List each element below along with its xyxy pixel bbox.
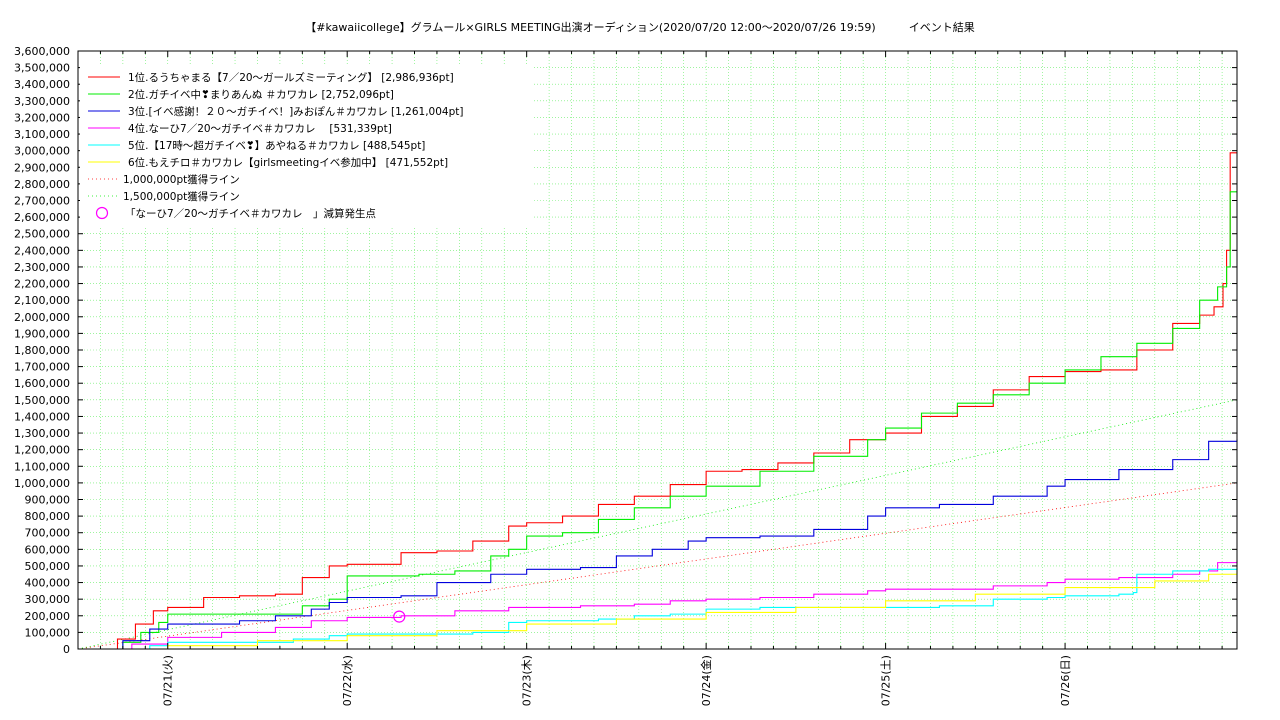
legend-label: 1位.るうちゃまる【7／20〜ガールズミーティング】 [2,986,936pt] — [128, 71, 454, 84]
y-tick-label: 2,700,000 — [14, 195, 70, 208]
x-tick-label: 07/26(日) — [1059, 655, 1072, 706]
legend-label: 1,000,000pt獲得ライン — [123, 173, 240, 186]
x-tick-label: 07/24(金) — [699, 655, 713, 706]
y-tick-label: 600,000 — [25, 543, 71, 556]
y-tick-label: 800,000 — [25, 510, 71, 523]
legend-marker — [95, 206, 109, 220]
y-tick-label: 2,200,000 — [14, 278, 70, 291]
y-tick-label: 2,100,000 — [14, 294, 70, 307]
series-line-5 — [78, 567, 1238, 650]
y-tick-label: 1,400,000 — [14, 410, 70, 423]
y-tick-label: 1,600,000 — [14, 377, 70, 390]
series-lines — [78, 152, 1238, 650]
y-tick-label: 3,100,000 — [14, 128, 70, 141]
axes: 0 100,000 200,000 300,000 400,000 500,000 600,… — [14, 45, 1237, 706]
y-tick-label: 100,000 — [25, 626, 71, 639]
legend-label: 3位.[イベ感謝！２０〜ガチイベ！]みおぽん＃カワカレ [1,261,004pt… — [128, 105, 463, 118]
y-tick-label: 1,100,000 — [14, 460, 70, 473]
y-tick-label: 3,400,000 — [14, 78, 70, 91]
y-tick-label: 2,800,000 — [14, 178, 70, 191]
series-line-6 — [78, 570, 1238, 650]
legend-box — [80, 64, 532, 227]
x-tick-label: 07/23(木) — [521, 655, 534, 706]
y-tick-label: 2,400,000 — [14, 244, 70, 257]
annotation-marker — [393, 610, 406, 623]
y-tick-label: 1,300,000 — [14, 427, 70, 440]
legend-label: 6位.もえチロ＃カワカレ【girlsmeetingイベ参加中】 [471,552… — [128, 156, 448, 169]
y-tick-label: 0 — [63, 643, 70, 656]
y-tick-label: 3,600,000 — [14, 45, 70, 58]
y-tick-label: 2,900,000 — [14, 161, 70, 174]
y-tick-label: 700,000 — [25, 527, 71, 540]
y-tick-label: 1,500,000 — [14, 394, 70, 407]
y-tick-label: 1,800,000 — [14, 344, 70, 357]
legend-label: 1,500,000pt獲得ライン — [123, 190, 240, 203]
y-tick-label: 200,000 — [25, 610, 71, 623]
series-line-4 — [78, 560, 1238, 650]
series-line-8 — [77, 399, 1238, 650]
y-tick-label: 3,300,000 — [14, 95, 70, 108]
chart-title: 【#kawaiicollege】グラムール×GIRLS MEETING出演オーデ… — [305, 21, 975, 34]
series-line-1 — [78, 152, 1237, 650]
series-line-3 — [78, 439, 1238, 650]
y-tick-label: 300,000 — [25, 593, 71, 606]
legend-label: 5位.【17時〜超ガチイベ❣】あやねる＃カワカレ [488,545pt] — [128, 139, 425, 152]
y-tick-label: 900,000 — [25, 494, 71, 507]
reference-lines — [77, 399, 1238, 650]
y-tick-label: 3,000,000 — [14, 145, 70, 158]
y-tick-label: 2,300,000 — [14, 261, 70, 274]
y-tick-label: 2,000,000 — [14, 311, 70, 324]
legend-label: 「なーひ7／20〜ガチイベ＃カワカレ 」減算発生点 — [125, 207, 376, 220]
annotations — [393, 610, 406, 623]
y-tick-label: 400,000 — [25, 577, 71, 590]
y-tick-label: 3,200,000 — [14, 111, 70, 124]
y-tick-label: 3,500,000 — [14, 62, 70, 75]
legend: 1位.るうちゃまる【7／20〜ガールズミーティング】 [2,986,936pt]… — [80, 64, 532, 227]
series-line-2 — [78, 191, 1237, 650]
x-tick-label: 07/21(火) — [162, 655, 175, 706]
y-tick-label: 1,900,000 — [14, 327, 70, 340]
y-tick-label: 1,700,000 — [14, 361, 70, 374]
legend-label: 2位.ガチイベ中❣まりあんぬ ＃カワカレ [2,752,096pt] — [128, 88, 394, 101]
x-tick-label: 07/22(水) — [341, 655, 354, 706]
y-tick-label: 500,000 — [25, 560, 71, 573]
y-tick-label: 2,500,000 — [14, 228, 70, 241]
y-tick-label: 2,600,000 — [14, 211, 70, 224]
legend-label: 4位.なーひ7／20〜ガチイベ＃カワカレ [531,339pt] — [128, 122, 392, 135]
y-tick-label: 1,200,000 — [14, 444, 70, 457]
y-tick-label: 1,000,000 — [14, 477, 70, 490]
x-tick-label: 07/25(土) — [880, 655, 893, 706]
